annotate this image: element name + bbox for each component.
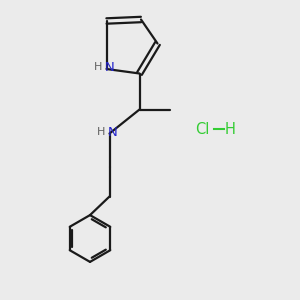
Text: H: H <box>97 127 105 137</box>
Text: Cl: Cl <box>195 122 209 136</box>
Text: N: N <box>108 125 117 139</box>
Text: H: H <box>224 122 235 136</box>
Text: N: N <box>105 61 114 74</box>
Text: H: H <box>94 62 102 73</box>
